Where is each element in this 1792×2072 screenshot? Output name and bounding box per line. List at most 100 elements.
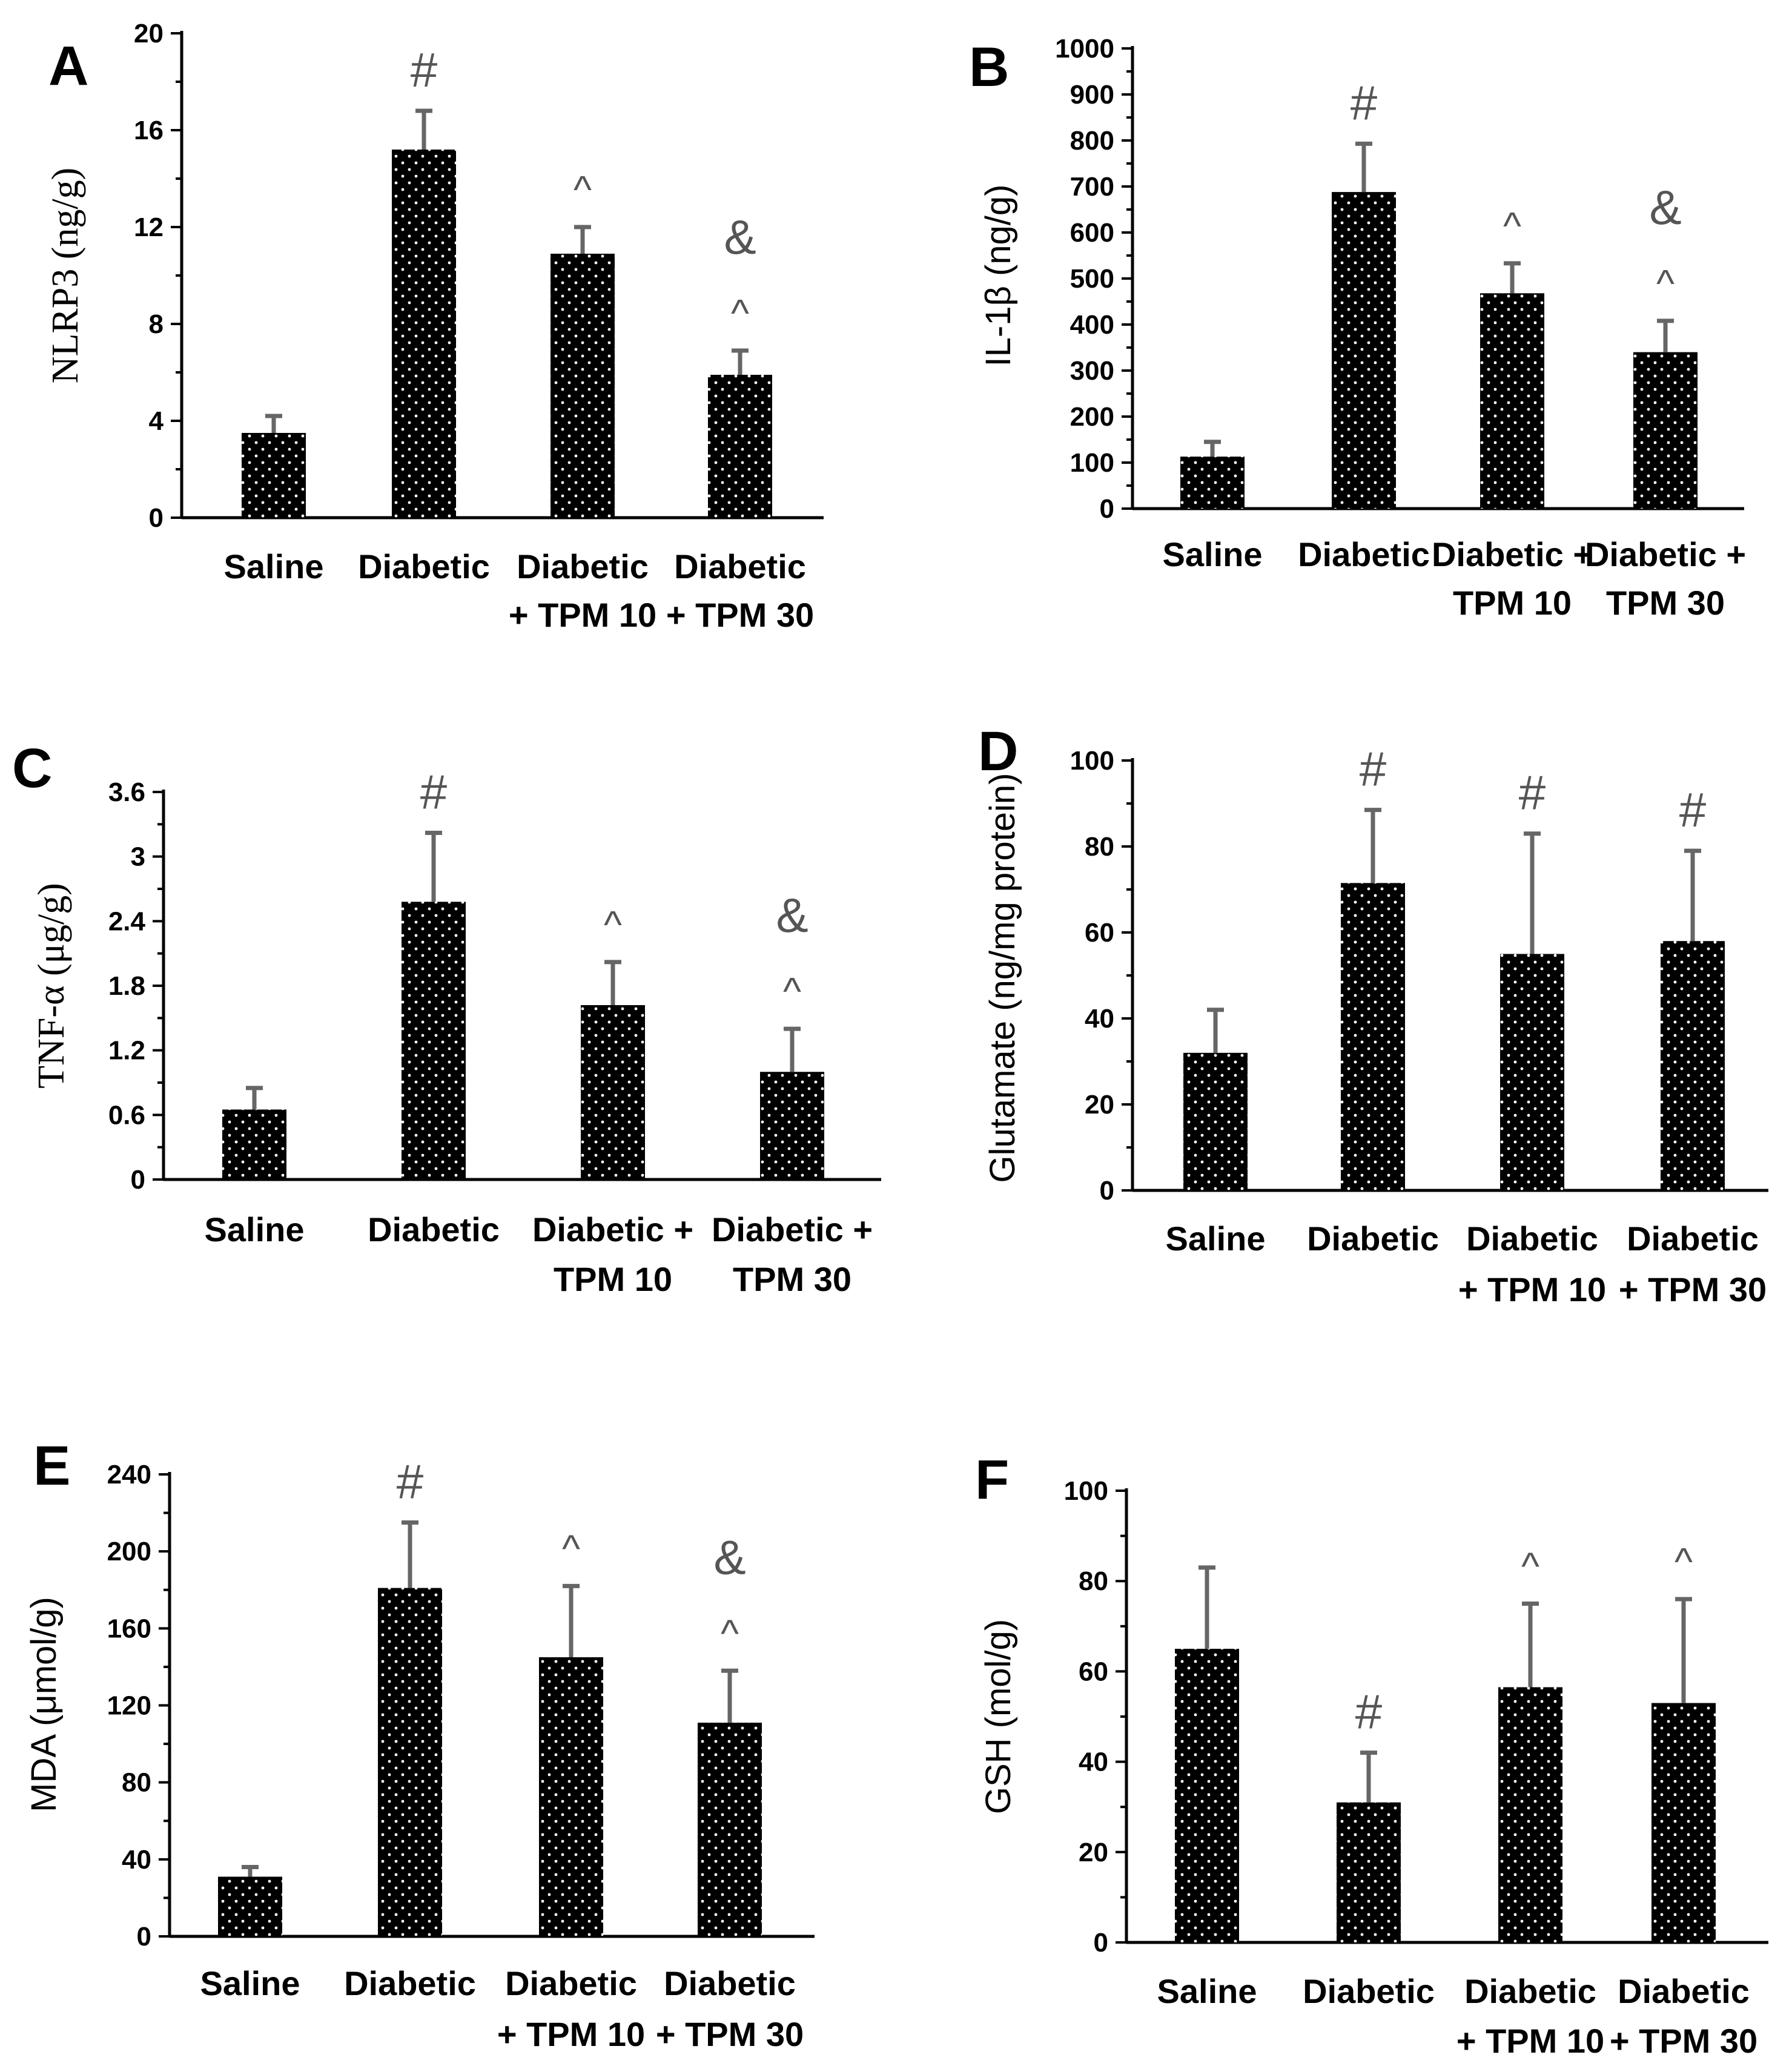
bar xyxy=(1661,941,1725,1190)
bar xyxy=(1480,293,1544,509)
significance-mark: ^ xyxy=(604,903,622,946)
significance-mark: # xyxy=(420,765,448,819)
y-tick-label: 100 xyxy=(1070,448,1114,478)
y-tick-label: 0 xyxy=(137,1922,151,1952)
x-category-label: Diabetic xyxy=(344,1964,476,2002)
x-category-label: + TPM 10 xyxy=(1458,1270,1606,1308)
y-tick-label: 400 xyxy=(1070,310,1114,340)
bar xyxy=(1633,352,1698,509)
y-tick-label: 600 xyxy=(1070,218,1114,248)
y-axis-title: Glutamate (ng/mg protein) xyxy=(983,773,1022,1183)
y-tick-label: 60 xyxy=(1085,918,1114,948)
panel-label: E xyxy=(33,1435,70,1497)
bar xyxy=(708,375,772,518)
significance-mark: & xyxy=(713,1530,746,1584)
panel-label: C xyxy=(12,737,52,799)
significance-mark: ^ xyxy=(1656,262,1675,305)
significance-mark: # xyxy=(1351,76,1378,130)
y-tick-label: 240 xyxy=(107,1460,151,1490)
bar xyxy=(218,1876,282,1936)
x-category-label: Diabetic xyxy=(674,547,806,586)
y-tick-label: 160 xyxy=(107,1614,151,1643)
bar xyxy=(550,254,615,518)
y-tick-label: 80 xyxy=(1079,1566,1108,1596)
bar xyxy=(1183,1052,1248,1190)
x-category-label: TPM 30 xyxy=(1606,584,1725,622)
y-tick-label: 0 xyxy=(1100,494,1114,524)
x-category-label: Diabetic + xyxy=(712,1210,873,1249)
y-tick-label: 3 xyxy=(131,842,145,872)
y-axis-title: IL-1β (ng/g) xyxy=(979,185,1018,367)
significance-mark: # xyxy=(1360,742,1387,796)
y-axis-title: MDA (μmol/g) xyxy=(24,1597,64,1812)
y-axis-title: GSH (mol/g) xyxy=(979,1619,1018,1814)
x-category-label: + TPM 10 xyxy=(497,2015,645,2053)
bar xyxy=(222,1109,286,1180)
y-tick-label: 0 xyxy=(149,503,164,533)
panel-e-mda-chart: E 0 40 80 120 160 200 240 MDA (μmol/g) Saline # Dia… xyxy=(24,1435,815,2053)
significance-mark: & xyxy=(776,888,808,942)
y-tick-label: 700 xyxy=(1070,172,1114,202)
panel-b-il1b-chart: B 0 100 200 300 400 500 600 700 800 900 1000 IL-1β (… xyxy=(969,34,1746,622)
x-category-label: Diabetic xyxy=(505,1964,637,2002)
bar xyxy=(760,1072,824,1180)
y-tick-label: 1000 xyxy=(1055,34,1114,64)
y-tick-label: 0 xyxy=(131,1165,145,1195)
y-tick-label: 900 xyxy=(1070,80,1114,110)
bar xyxy=(1332,192,1396,509)
bar xyxy=(1651,1703,1716,1942)
y-tick-label: 40 xyxy=(1079,1747,1108,1777)
y-tick-label: 200 xyxy=(107,1537,151,1566)
y-tick-label: 800 xyxy=(1070,126,1114,156)
y-tick-label: 3.6 xyxy=(108,777,145,807)
bar xyxy=(1498,1687,1562,1942)
panel-label: F xyxy=(975,1449,1009,1511)
significance-mark: # xyxy=(1679,783,1707,837)
y-tick-label: 40 xyxy=(122,1845,151,1875)
y-tick-label: 0 xyxy=(1094,1928,1108,1958)
y-tick-label: 4 xyxy=(149,406,164,436)
y-tick-label: 80 xyxy=(1085,832,1114,862)
x-category-label: + TPM 30 xyxy=(666,596,814,634)
x-category-label: TPM 10 xyxy=(1453,584,1572,622)
bar xyxy=(1175,1649,1239,1942)
y-tick-label: 1.2 xyxy=(108,1036,145,1066)
y-tick-label: 20 xyxy=(134,19,164,48)
x-category-label: Diabetic xyxy=(517,547,649,586)
significance-mark: ^ xyxy=(1675,1540,1693,1583)
x-category-label: Diabetic xyxy=(1307,1219,1439,1258)
x-category-label: + TPM 30 xyxy=(1619,1270,1767,1308)
panel-label: A xyxy=(48,35,88,97)
x-category-label: Diabetic + xyxy=(1585,535,1746,573)
x-category-label: Diabetic xyxy=(1627,1219,1759,1258)
x-category-label: Saline xyxy=(1166,1219,1266,1258)
y-tick-label: 40 xyxy=(1085,1004,1114,1034)
y-tick-label: 80 xyxy=(122,1768,151,1798)
bar xyxy=(392,150,456,518)
bar xyxy=(402,902,466,1180)
x-category-label: Diabetic + xyxy=(1432,535,1593,573)
x-category-label: Diabetic xyxy=(1618,1972,1750,2010)
significance-mark: ^ xyxy=(721,1611,739,1655)
y-tick-label: 300 xyxy=(1070,356,1114,386)
significance-mark: ^ xyxy=(562,1526,580,1570)
x-category-label: Diabetic xyxy=(1298,535,1430,573)
significance-mark: # xyxy=(1519,766,1546,820)
x-category-label: + TPM 10 xyxy=(509,596,656,634)
y-axis-title: TNF-α (μg/g) xyxy=(31,883,72,1089)
significance-mark: ^ xyxy=(731,291,749,335)
bar xyxy=(378,1588,442,1936)
x-category-label: Saline xyxy=(200,1964,300,2002)
panel-c-tnfa-chart: C 0 0.6 1.2 1.8 2.4 3 3.6 TNF-α (μg/g) Saline # Dia… xyxy=(12,737,881,1298)
x-category-label: + TPM 30 xyxy=(656,2015,804,2053)
y-tick-label: 100 xyxy=(1070,746,1114,776)
x-category-label: Diabetic xyxy=(664,1964,796,2002)
x-category-label: TPM 30 xyxy=(733,1260,851,1298)
bar xyxy=(242,433,306,518)
panel-f-gsh-chart: F 0 20 40 60 80 100 GSH (mol/g) Saline # Diabetic ^… xyxy=(975,1449,1768,2060)
x-category-label: TPM 10 xyxy=(554,1260,672,1298)
significance-mark: & xyxy=(1649,180,1681,234)
x-category-label: Diabetic xyxy=(368,1210,500,1249)
x-category-label: Saline xyxy=(1157,1972,1257,2010)
